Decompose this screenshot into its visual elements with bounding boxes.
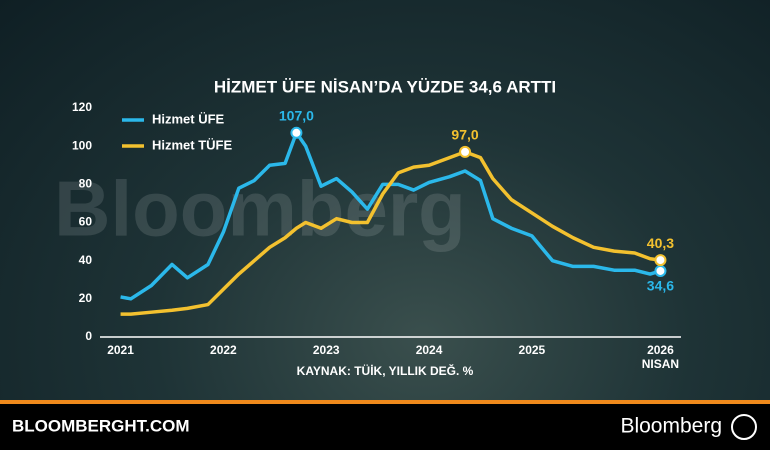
y-tick-label: 20 [79,291,93,305]
footer-stripe [0,400,770,404]
y-tick-label: 0 [85,329,92,343]
y-tick-label: 40 [79,253,93,267]
value-label: 107,0 [279,108,314,124]
y-tick-label: 60 [79,215,93,229]
value-label: 97,0 [451,127,478,143]
footer-brand: Bloomberg [620,415,722,438]
x-tick-label: 2023 [312,343,340,357]
x-tick-label: 2025 [518,343,546,357]
y-tick-label: 80 [79,177,93,191]
value-label: 34,6 [647,278,674,294]
footer-logo [731,414,757,440]
point-marker [459,145,472,158]
value-label: 40,3 [647,235,674,251]
point-marker [290,126,303,139]
x-tick-label: 2026 NISAN [641,343,680,371]
series-line [120,131,661,301]
source: KAYNAK: TÜİK, YILLIK DEĞ. % [297,363,474,378]
point-marker [654,254,667,267]
footer-bar [0,404,770,450]
footer-site: BLOOMBERGHT.COM [12,416,190,435]
y-tick-label: 120 [72,100,92,114]
legend-label: Hizmet ÜFE [152,111,225,126]
x-tick-label: 2024 [415,343,443,357]
x-tick-label: 2021 [107,343,134,357]
legend-label: Hizmet TÜFE [152,137,233,152]
y-tick-label: 100 [72,138,92,152]
watermark: Bloomberg [54,165,466,253]
chart-title: HİZMET ÜFE NİSAN’DA YÜZDE 34,6 ARTTI [214,77,556,96]
x-tick-label: 2022 [210,343,237,357]
series-line [120,150,661,316]
point-marker [654,264,667,277]
